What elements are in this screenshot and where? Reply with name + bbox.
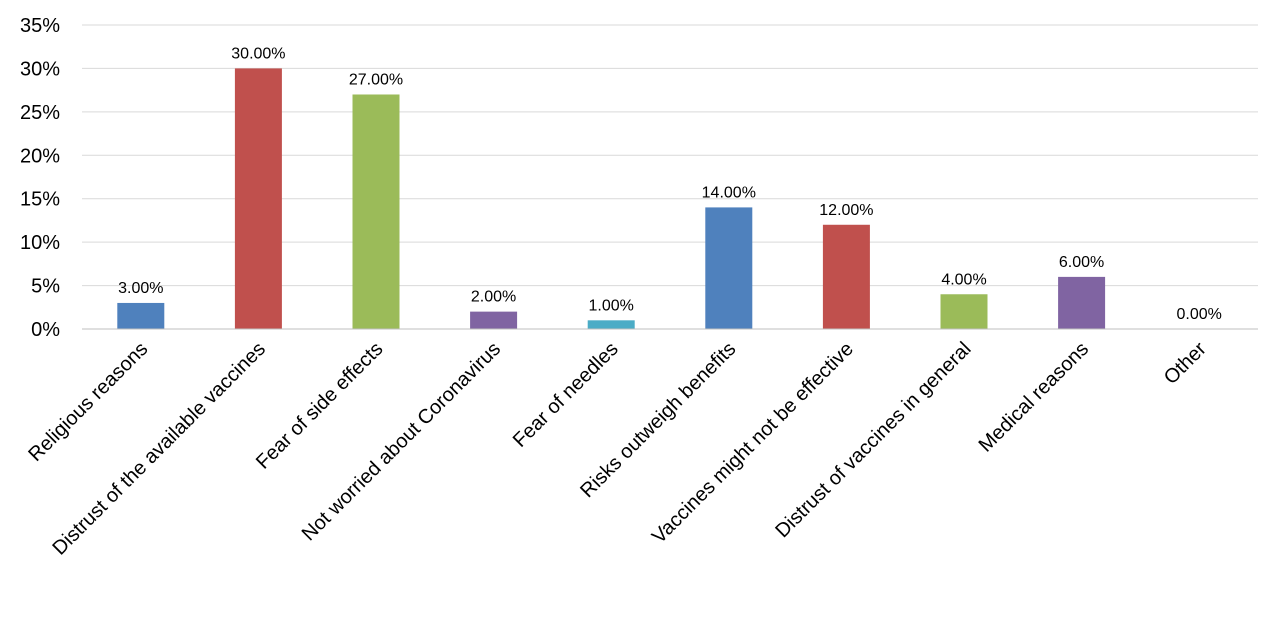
- data-label: 14.00%: [702, 184, 756, 201]
- x-tick-label: Not worried about Coronavirus: [298, 338, 505, 545]
- data-label: 12.00%: [819, 202, 873, 219]
- x-tick-label: Distrust of the available vaccines: [48, 338, 270, 560]
- bar: [940, 294, 988, 329]
- bars: [117, 68, 1106, 329]
- bar: [352, 94, 400, 329]
- bar: [117, 302, 165, 329]
- data-label: 30.00%: [231, 45, 285, 62]
- bar: [470, 311, 518, 329]
- bar: [822, 224, 870, 329]
- data-label: 27.00%: [349, 71, 403, 88]
- y-tick-label: 35%: [20, 15, 60, 37]
- y-tick-label: 0%: [31, 319, 60, 341]
- data-label: 0.00%: [1177, 306, 1222, 323]
- data-label: 4.00%: [941, 271, 986, 288]
- y-tick-label: 30%: [20, 58, 60, 80]
- x-tick-label: Distrust of vaccines in general: [771, 338, 975, 542]
- data-label: 3.00%: [118, 280, 163, 297]
- x-tick-label: Fear of side effects: [252, 338, 388, 474]
- y-axis-tick-labels: 0% 5% 10% 15% 20% 25% 30% 35%: [20, 15, 60, 341]
- y-tick-label: 5%: [31, 276, 60, 298]
- bar: [1058, 276, 1106, 329]
- x-tick-label: Other: [1160, 338, 1211, 389]
- data-label: 1.00%: [589, 297, 634, 314]
- y-tick-label: 15%: [20, 189, 60, 211]
- x-tick-label: Fear of needles: [509, 338, 623, 452]
- y-tick-label: 25%: [20, 102, 60, 124]
- y-tick-label: 20%: [20, 145, 60, 167]
- bar: [705, 207, 753, 329]
- x-tick-label: Medical reasons: [975, 338, 1094, 457]
- data-label: 6.00%: [1059, 254, 1104, 271]
- x-tick-label: Religious reasons: [24, 338, 152, 466]
- bar: [587, 320, 635, 329]
- x-tick-label: Vaccines might not be effective: [648, 338, 858, 548]
- data-labels: 3.00% 30.00% 27.00% 2.00% 1.00% 14.00% 12.00% 4…: [118, 45, 1222, 323]
- y-tick-label: 10%: [20, 232, 60, 254]
- bar: [234, 68, 282, 329]
- data-label: 2.00%: [471, 289, 516, 306]
